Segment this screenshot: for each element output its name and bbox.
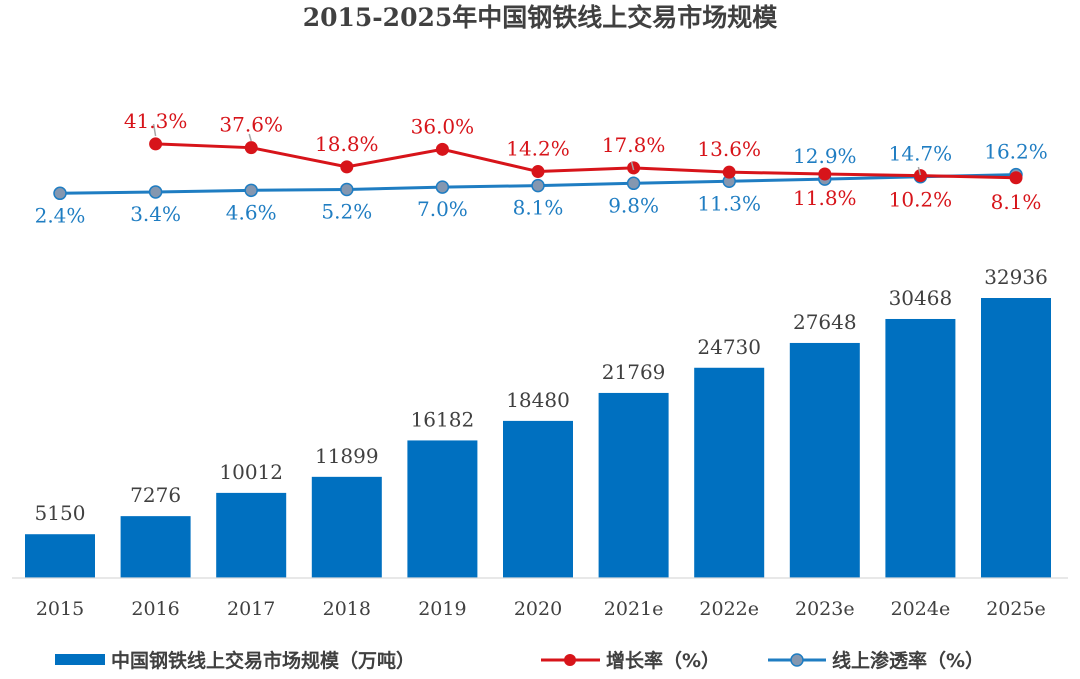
penetration-label-2025e: 16.2% — [984, 140, 1048, 164]
category-label-2025e: 2025e — [986, 598, 1046, 620]
penetration-point-2015 — [53, 186, 67, 201]
penetration-label-2019: 7.0% — [417, 197, 468, 221]
bar-value-label-2021e: 21769 — [602, 360, 666, 384]
category-label-2018: 2018 — [323, 598, 371, 620]
bar-2016 — [120, 516, 191, 578]
penetration-point-2019 — [435, 180, 450, 194]
growth-point-2025e — [1009, 171, 1023, 185]
penetration-label-2021e: 9.8% — [608, 193, 659, 217]
growth-series-layer — [149, 137, 1023, 185]
bar-value-label-2022e: 24730 — [697, 335, 761, 359]
bar-value-label-2018: 11899 — [315, 444, 379, 468]
category-label-2021e: 2021e — [604, 598, 664, 620]
bar-2017 — [216, 492, 287, 578]
category-label-2015: 2015 — [36, 598, 84, 620]
growth-point-2019 — [435, 142, 449, 156]
penetration-label-2020: 8.1% — [513, 196, 564, 220]
growth-label-2021e: 17.8% — [602, 133, 666, 157]
growth-label-2020: 14.2% — [506, 137, 570, 161]
bar-2018 — [311, 476, 382, 578]
bar-2020 — [503, 420, 573, 578]
bar-2019 — [407, 440, 478, 578]
leader-line-2017 — [248, 133, 252, 142]
penetration-point-2018 — [340, 182, 354, 197]
bar-2022e — [694, 367, 765, 578]
penetration-label-2018: 5.2% — [321, 200, 372, 224]
bar-2021e — [598, 392, 669, 578]
growth-label-2019: 36.0% — [411, 114, 475, 138]
penetration-point-2021e — [626, 176, 641, 191]
growth-label-2018: 18.8% — [315, 132, 379, 156]
growth-label-2023e: 11.8% — [793, 186, 857, 210]
bars-layer — [25, 298, 1051, 578]
penetration-label-2015: 2.4% — [35, 203, 86, 227]
bar-2024e — [885, 318, 956, 578]
penetration-label-2016: 3.4% — [130, 202, 181, 226]
penetration-label-2024e: 14.7% — [889, 142, 953, 166]
growth-label-2022e: 13.6% — [697, 137, 761, 161]
category-label-2023e: 2023e — [795, 598, 855, 620]
penetration-label-2023e: 12.9% — [793, 144, 857, 168]
bar-value-label-2017: 10012 — [219, 460, 283, 484]
penetration-point-2020 — [531, 178, 545, 193]
bar-value-label-2024e: 30468 — [889, 286, 953, 310]
category-label-2016: 2016 — [131, 598, 179, 620]
growth-line — [155, 142, 1017, 180]
growth-label-2025e: 8.1% — [991, 190, 1042, 214]
growth-label-2017: 37.6% — [219, 113, 283, 137]
growth-label-2016: 41.3% — [124, 109, 188, 133]
legend-growth-label: 增长率（%） — [606, 649, 720, 672]
growth-point-2022e — [722, 165, 736, 179]
category-label-2020: 2020 — [514, 598, 562, 620]
chart-title: 2015-2025年中国钢铁线上交易市场规模 — [303, 3, 779, 32]
bar-2023e — [789, 342, 860, 578]
category-labels-layer: 2015 2016 2017 2018 2019 2020 2021e 2022e 2023e 2… — [36, 598, 1046, 620]
growth-point-2023e — [818, 167, 832, 181]
category-label-2019: 2019 — [418, 598, 466, 620]
category-label-2022e: 2022e — [699, 598, 759, 620]
legend-bar-label: 中国钢铁线上交易市场规模（万吨） — [111, 649, 415, 672]
penetration-label-2017: 4.6% — [226, 200, 277, 224]
penetration-point-2017 — [244, 183, 258, 198]
bar-value-label-2020: 18480 — [506, 388, 570, 412]
legend-bar-swatch — [55, 654, 105, 665]
growth-point-2024e — [913, 169, 927, 183]
legend: 中国钢铁线上交易市场规模（万吨） 增长率（%） 线上渗透率（%） — [55, 649, 984, 672]
legend-growth-marker — [564, 654, 576, 666]
growth-point-2016 — [149, 137, 163, 151]
legend-penetration-marker — [790, 653, 804, 667]
point-labels-layer: 5150 7276 10012 11899 16182 18480 21769 24730 27… — [35, 109, 1048, 525]
leader-line-2021e — [630, 161, 635, 171]
growth-point-2017 — [244, 141, 258, 155]
bar-value-label-2016: 7276 — [130, 483, 181, 507]
bar-value-label-2019: 16182 — [411, 407, 475, 431]
leader-line-2024e — [917, 166, 922, 176]
bar-value-label-2023e: 27648 — [793, 310, 857, 334]
growth-label-2024e: 10.2% — [889, 188, 953, 212]
penetration-point-2016 — [148, 185, 163, 199]
leader-line-2016 — [152, 123, 157, 137]
growth-point-2018 — [340, 160, 354, 174]
bar-2025e — [981, 298, 1051, 578]
bar-value-label-2025e: 32936 — [984, 265, 1048, 289]
legend-penetration-label: 线上渗透率（%） — [832, 649, 984, 672]
penetration-label-2022e: 11.3% — [697, 191, 761, 215]
growth-point-2020 — [531, 165, 545, 179]
category-label-2017: 2017 — [227, 598, 275, 620]
category-label-2024e: 2024e — [891, 598, 951, 620]
bar-value-label-2015: 5150 — [35, 501, 86, 525]
bar-2015 — [25, 534, 95, 578]
